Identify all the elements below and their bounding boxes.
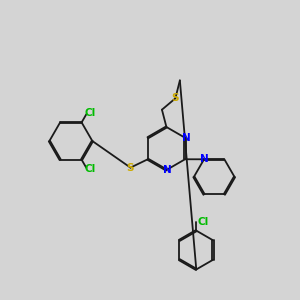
Text: S: S — [172, 93, 179, 103]
Text: S: S — [127, 163, 134, 172]
Text: N: N — [163, 165, 172, 175]
Text: N: N — [182, 133, 190, 143]
Text: Cl: Cl — [85, 108, 96, 118]
Text: N: N — [200, 154, 208, 164]
Text: Cl: Cl — [85, 164, 96, 174]
Text: Cl: Cl — [197, 217, 208, 227]
